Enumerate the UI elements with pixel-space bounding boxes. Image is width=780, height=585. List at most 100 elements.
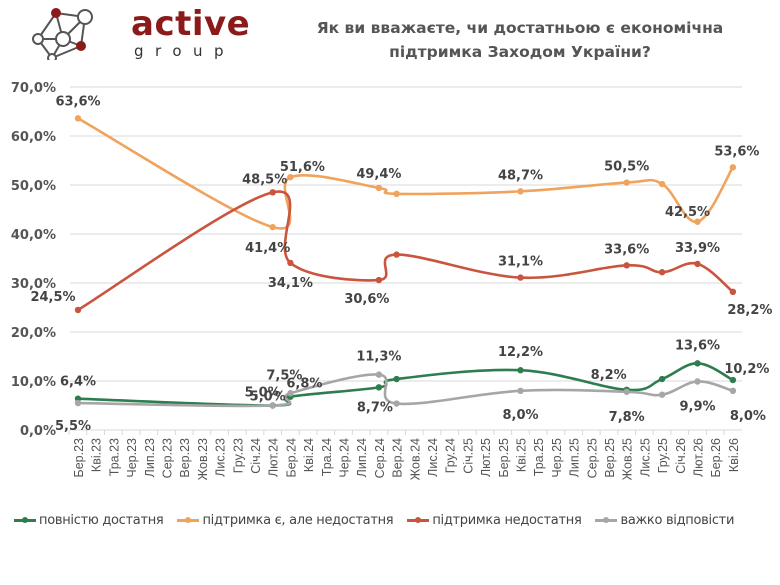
x-tick-label: Січ.24 bbox=[249, 438, 263, 474]
x-tick-label: Жов.24 bbox=[408, 438, 422, 480]
data-label: 42,5% bbox=[665, 205, 710, 220]
x-tick-label: Чер.24 bbox=[338, 438, 352, 478]
data-point bbox=[694, 360, 701, 367]
x-tick-label: Чер.25 bbox=[550, 438, 564, 478]
data-label: 28,2% bbox=[727, 303, 772, 318]
data-label: 41,4% bbox=[245, 241, 290, 256]
data-point bbox=[393, 375, 400, 383]
x-tick-label: Кві.24 bbox=[302, 438, 316, 472]
data-point bbox=[517, 367, 524, 374]
data-point bbox=[517, 387, 524, 394]
data-label: 51,6% bbox=[280, 160, 325, 175]
series-line-0 bbox=[77, 362, 734, 407]
x-tick-label: Гру.23 bbox=[231, 438, 245, 473]
data-label: 7,8% bbox=[609, 410, 645, 425]
data-label: 24,5% bbox=[30, 290, 75, 305]
data-label: 8,2% bbox=[591, 368, 627, 383]
x-tick-label: Сер.23 bbox=[161, 438, 175, 478]
data-point bbox=[393, 251, 400, 258]
legend-item-2: підтримка недостатня bbox=[407, 513, 582, 528]
data-label: 8,7% bbox=[357, 400, 393, 415]
data-point bbox=[729, 376, 737, 384]
x-tick-label: Лис.23 bbox=[214, 438, 228, 477]
y-tick-label: 50,0% bbox=[11, 179, 56, 194]
data-point bbox=[694, 260, 701, 268]
data-point bbox=[74, 115, 82, 122]
data-point bbox=[658, 180, 666, 188]
data-label: 10,2% bbox=[724, 362, 769, 377]
legend-item-3: важко відповісти bbox=[595, 513, 734, 528]
data-label: 6,4% bbox=[60, 375, 96, 390]
legend-line-marker-icon bbox=[407, 516, 430, 523]
data-point bbox=[393, 400, 400, 407]
x-tick-label: Бер.25 bbox=[497, 438, 511, 478]
data-point bbox=[729, 164, 737, 171]
data-label: 8,0% bbox=[730, 409, 766, 424]
x-tick-label: Лип.24 bbox=[355, 438, 369, 477]
data-label: 12,2% bbox=[498, 345, 543, 360]
data-point bbox=[375, 276, 383, 284]
series-line-1 bbox=[77, 117, 735, 230]
data-label: 50,5% bbox=[604, 160, 649, 175]
x-tick-label: Вер.25 bbox=[603, 438, 617, 478]
data-label: 7,5% bbox=[266, 368, 302, 383]
data-label: 13,6% bbox=[675, 338, 720, 353]
data-point bbox=[517, 274, 524, 281]
data-point bbox=[269, 189, 276, 196]
data-label: 33,9% bbox=[675, 241, 720, 256]
legend-label: важко відповісти bbox=[620, 512, 735, 528]
data-label: 34,1% bbox=[268, 276, 313, 291]
legend-line-marker-icon bbox=[14, 516, 36, 523]
x-tick-label: Лют.24 bbox=[267, 438, 281, 477]
network-logo-icon bbox=[32, 8, 93, 63]
x-tick-label: Сер.25 bbox=[585, 438, 599, 478]
x-tick-label: Тра.23 bbox=[107, 438, 121, 476]
data-label: 33,6% bbox=[604, 242, 649, 257]
data-point bbox=[74, 395, 82, 402]
x-tick-label: Лют.26 bbox=[692, 438, 706, 477]
x-tick-label: Вер.23 bbox=[178, 438, 192, 478]
data-point bbox=[729, 387, 737, 394]
active-group-logo: active group bbox=[28, 4, 250, 63]
data-point bbox=[269, 402, 276, 409]
y-tick-label: 10,0% bbox=[11, 375, 56, 390]
data-point bbox=[658, 269, 666, 276]
data-point bbox=[375, 384, 383, 391]
x-tick-label: Жов.23 bbox=[196, 438, 210, 480]
x-tick-label: Сер.24 bbox=[373, 438, 387, 478]
y-tick-label: 30,0% bbox=[11, 277, 56, 292]
x-tick-label: Жов.25 bbox=[621, 438, 635, 480]
x-tick-label: Лип.25 bbox=[568, 438, 582, 477]
data-point bbox=[623, 262, 630, 269]
x-tick-label: Кві.23 bbox=[90, 438, 104, 472]
x-tick-label: Лис.25 bbox=[638, 438, 652, 477]
x-tick-label: Лип.23 bbox=[143, 438, 157, 477]
chart-title: Як ви вважаєте, чи достатньою є економіч… bbox=[300, 16, 740, 64]
data-point bbox=[729, 288, 737, 296]
data-labels: 6,4%5,0%6,8%8,7%12,2%8,2%13,6%10,2%63,6%… bbox=[30, 94, 772, 434]
data-point bbox=[375, 184, 383, 192]
data-point bbox=[74, 399, 82, 407]
data-point bbox=[287, 259, 294, 267]
chart-title-line-1: Як ви вважаєте, чи достатньою є економіч… bbox=[316, 19, 724, 37]
x-tick-label: Лис.24 bbox=[426, 438, 440, 477]
legend-item-1: підтримка є, але недостатня bbox=[177, 513, 394, 528]
data-label: 9,9% bbox=[679, 399, 715, 414]
data-point bbox=[623, 179, 630, 186]
series-points bbox=[74, 115, 737, 409]
x-tick-label: Тра.24 bbox=[320, 438, 334, 476]
data-label: 8,0% bbox=[502, 408, 538, 423]
data-label: 31,1% bbox=[498, 255, 543, 270]
logo-subtitle: group bbox=[134, 42, 236, 60]
y-tick-label: 0,0% bbox=[20, 424, 56, 439]
chart-legend: повністю достатня підтримка є, але недост… bbox=[14, 510, 780, 530]
x-tick-label: Гру.25 bbox=[656, 438, 670, 473]
data-point bbox=[393, 190, 400, 198]
x-tick-label: Бер.23 bbox=[72, 438, 86, 478]
data-point bbox=[623, 388, 630, 395]
data-point bbox=[269, 223, 276, 231]
data-point bbox=[694, 218, 701, 225]
data-point bbox=[287, 173, 294, 181]
y-tick-label: 20,0% bbox=[11, 326, 56, 341]
